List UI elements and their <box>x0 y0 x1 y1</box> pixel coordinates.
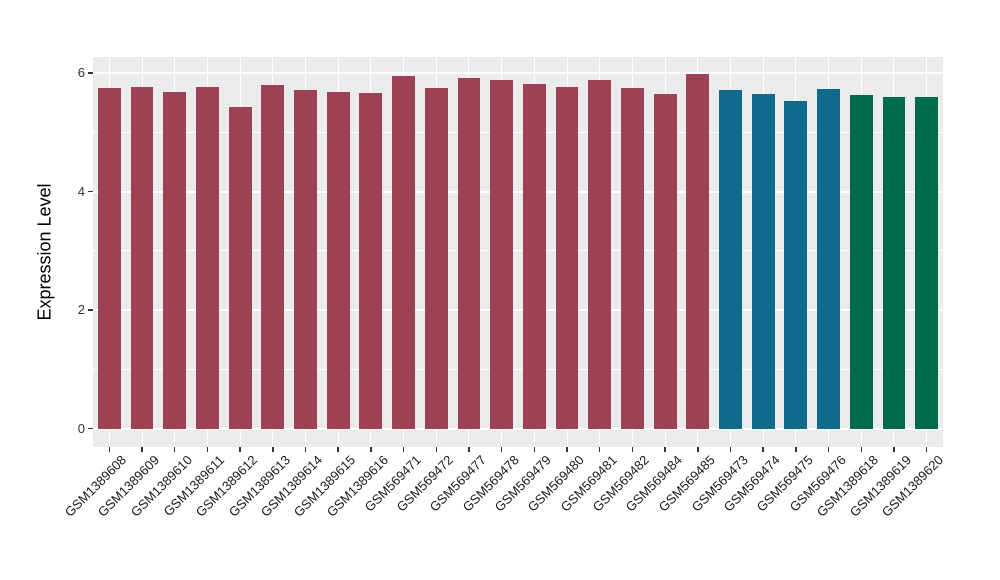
x-tick <box>631 447 634 452</box>
x-tick <box>206 447 209 452</box>
x-tick <box>729 447 732 452</box>
x-tick <box>893 447 895 452</box>
x-tick <box>762 447 764 452</box>
bar <box>130 86 154 429</box>
x-tick <box>827 447 830 452</box>
x-tick <box>337 447 339 452</box>
y-tick <box>88 309 93 311</box>
y-tick-label: 2 <box>77 302 85 318</box>
x-tick <box>860 447 863 452</box>
x-tick <box>108 447 111 452</box>
x-tick <box>664 447 666 452</box>
bar <box>849 94 873 429</box>
x-tick <box>272 447 274 452</box>
bar <box>228 106 252 429</box>
x-tick <box>304 447 307 452</box>
y-tick <box>88 72 93 74</box>
x-tick <box>173 447 176 452</box>
bar <box>719 89 742 429</box>
bar <box>620 87 644 429</box>
bar <box>326 91 350 429</box>
minor-gridline <box>93 131 943 133</box>
minor-gridline <box>93 250 943 252</box>
y-axis-title: Expression Level <box>34 183 55 321</box>
major-gridline <box>93 427 943 430</box>
y-tick-label: 0 <box>77 420 85 436</box>
bar <box>588 79 612 429</box>
bar <box>490 79 514 429</box>
y-tick <box>88 427 93 430</box>
x-tick <box>566 447 568 452</box>
plot-area <box>93 57 943 447</box>
bar <box>424 87 448 429</box>
bar <box>359 93 383 429</box>
x-tick <box>239 447 241 452</box>
bar <box>751 94 775 429</box>
y-tick-label: 6 <box>77 65 85 80</box>
y-tick <box>88 190 93 193</box>
bar <box>195 87 219 429</box>
bar <box>522 84 546 429</box>
major-gridline <box>93 190 943 193</box>
x-tick <box>370 447 372 452</box>
bar <box>294 90 317 429</box>
x-tick <box>141 447 143 452</box>
x-tick <box>533 447 536 452</box>
bar <box>97 87 121 429</box>
bar <box>882 97 906 429</box>
x-tick <box>795 447 797 452</box>
bar <box>555 87 579 429</box>
bar <box>784 101 808 429</box>
x-tick <box>697 447 699 452</box>
bar <box>392 75 415 429</box>
bar <box>457 78 481 429</box>
y-tick-label: 4 <box>77 183 85 199</box>
x-tick <box>925 447 928 452</box>
minor-gridline <box>93 368 943 370</box>
major-gridline <box>93 309 943 312</box>
major-gridline <box>93 72 943 74</box>
bar <box>261 85 285 429</box>
bar <box>915 97 939 429</box>
x-tick <box>500 447 503 452</box>
bar <box>163 91 187 429</box>
x-tick <box>402 447 405 452</box>
bar <box>686 74 710 429</box>
bar <box>653 94 677 429</box>
bar <box>817 89 840 429</box>
x-tick <box>468 447 470 452</box>
x-tick <box>435 447 438 452</box>
x-tick <box>598 447 601 452</box>
